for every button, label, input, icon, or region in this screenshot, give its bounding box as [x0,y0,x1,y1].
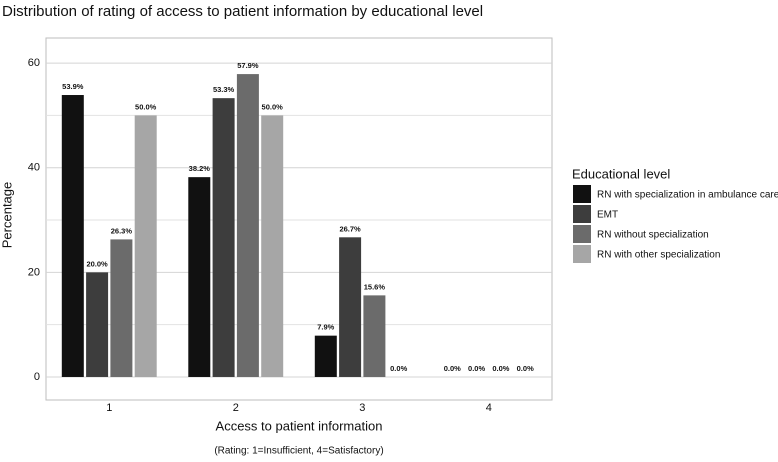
caption: (Rating: 1=Insufficient, 4=Satisfactory) [214,446,383,457]
value-label: 57.9% [237,61,259,70]
legend-swatch [573,185,591,203]
bar [134,115,157,377]
bar [236,74,259,377]
value-label: 53.9% [62,82,84,91]
value-label: 53.3% [213,85,235,94]
bar [61,95,84,377]
value-label: 38.2% [189,164,211,173]
legend-label: RN without specialization [597,230,709,241]
legend-label: EMT [597,210,618,221]
x-tick-label: 3 [359,402,365,414]
value-label: 0.0% [444,364,461,373]
value-label: 20.0% [86,259,108,268]
value-label: 50.0% [262,102,284,111]
value-label: 0.0% [517,364,534,373]
y-tick-label: 20 [28,266,40,278]
bar [261,115,284,377]
legend-swatch [573,205,591,223]
bar [363,295,386,377]
legend-title: Educational level [572,166,670,181]
value-label: 26.3% [111,226,133,235]
value-label: 7.9% [317,323,334,332]
y-tick-label: 60 [28,57,40,69]
value-label: 0.0% [492,364,509,373]
legend-label: RN with specialization in ambulance care [597,190,778,201]
chart-title: Distribution of rating of access to pati… [2,3,483,20]
legend-swatch [573,225,591,243]
y-axis-title: Percentage [0,182,14,249]
value-label: 26.7% [339,224,361,233]
bar [314,335,337,377]
x-tick-label: 4 [486,402,492,414]
x-tick-label: 1 [106,402,112,414]
legend-label: RN with other specialization [597,250,720,261]
bar [110,239,133,377]
bar [339,237,362,377]
value-label: 15.6% [364,282,386,291]
y-tick-label: 40 [28,162,40,174]
bar [212,98,235,377]
bar [86,272,109,377]
value-label: 0.0% [468,364,485,373]
value-label: 50.0% [135,102,157,111]
value-label: 0.0% [390,364,407,373]
legend-swatch [573,245,591,263]
y-tick-label: 0 [34,371,40,383]
bar [188,177,211,377]
x-axis-title: Access to patient information [216,418,383,433]
x-tick-label: 2 [233,402,239,414]
